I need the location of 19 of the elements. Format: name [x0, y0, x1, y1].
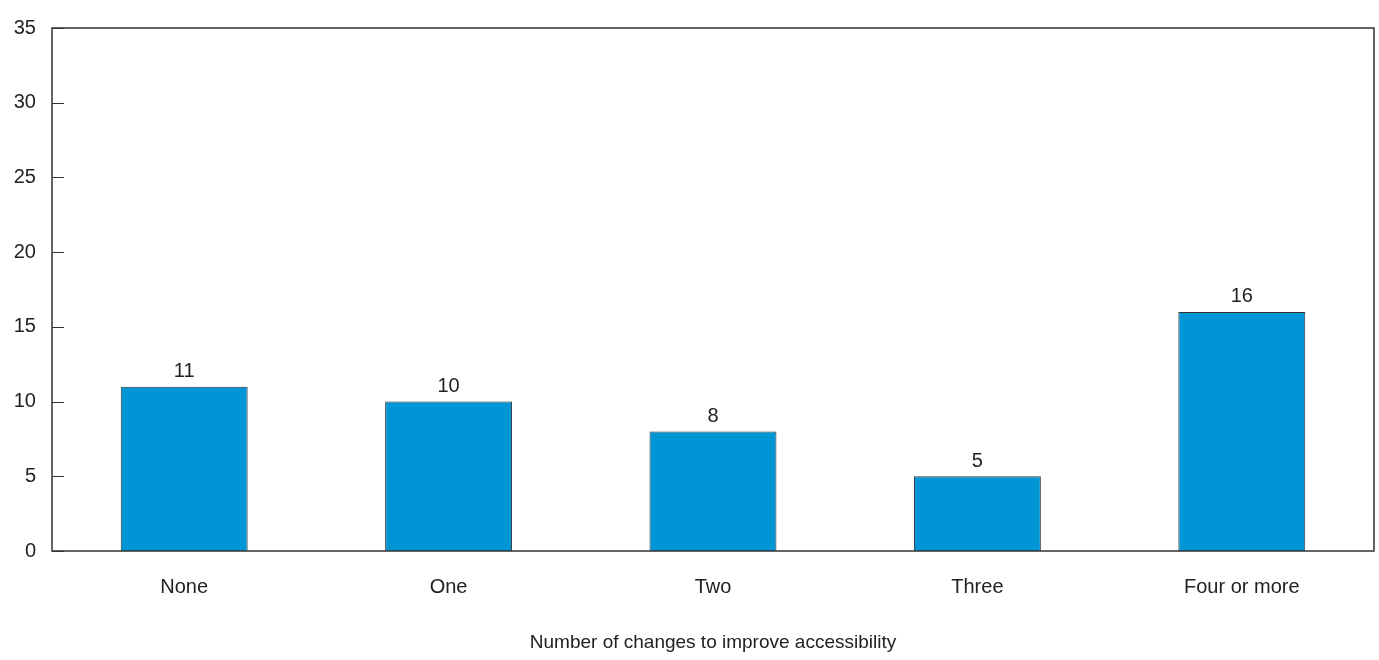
data-label: 11 — [173, 359, 195, 382]
data-label: 16 — [1230, 284, 1253, 307]
y-tick-label: 0 — [24, 538, 36, 561]
y-tick-label: 35 — [13, 15, 36, 38]
y-tick-label: 5 — [24, 463, 36, 486]
data-label: 8 — [707, 403, 719, 426]
x-tick-label: Two — [694, 574, 732, 597]
x-tick-label: None — [160, 574, 209, 597]
x-axis-title: Number of changes to improve accessibility — [529, 630, 897, 652]
y-tick-label: 10 — [13, 389, 36, 412]
y-tick-label: 25 — [13, 164, 36, 187]
data-label: 10 — [437, 374, 460, 397]
x-tick-label: Four or more — [1184, 574, 1300, 597]
x-tick-label: One — [429, 574, 468, 597]
y-tick-label: 20 — [13, 239, 36, 262]
y-tick-label: 15 — [13, 314, 36, 337]
y-tick-label: 30 — [13, 90, 36, 113]
data-label: 5 — [971, 448, 983, 471]
x-tick-label: Three — [951, 574, 1004, 597]
